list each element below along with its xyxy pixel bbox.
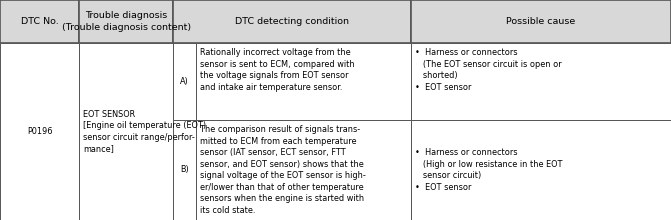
Bar [79,43,173,220]
Text: Rationally incorrect voltage from the
sensor is sent to ECM, compared with
the v: Rationally incorrect voltage from the se… [200,48,354,92]
Text: •  Harness or connectors
   (High or low resistance in the EOT
   sensor circuit: • Harness or connectors (High or low res… [415,148,562,192]
Text: •  Harness or connectors
   (The EOT sensor circuit is open or
   shorted)
•  EO: • Harness or connectors (The EOT sensor … [415,48,562,92]
Text: P0196: P0196 [27,127,52,136]
Bar [173,43,196,120]
Text: B): B) [180,165,189,174]
Bar [0,43,79,220]
Bar [173,0,411,43]
Bar [173,120,196,220]
Text: DTC No.: DTC No. [21,17,58,26]
Bar [411,0,671,43]
Bar [0,0,79,43]
Text: A): A) [180,77,189,86]
Text: EOT SENSOR
[Engine oil temperature (EOT)
sensor circuit range/perfor-
mance]: EOT SENSOR [Engine oil temperature (EOT)… [83,110,206,153]
Bar [411,120,671,220]
Text: DTC detecting condition: DTC detecting condition [235,17,349,26]
Text: The comparison result of signals trans-
mitted to ECM from each temperature
sens: The comparison result of signals trans- … [200,125,366,214]
Bar [196,120,411,220]
Bar [196,43,411,120]
Bar [79,0,173,43]
Text: Possible cause: Possible cause [506,17,576,26]
Text: Trouble diagnosis
(Trouble diagnosis content): Trouble diagnosis (Trouble diagnosis con… [62,11,191,32]
Bar [411,43,671,120]
